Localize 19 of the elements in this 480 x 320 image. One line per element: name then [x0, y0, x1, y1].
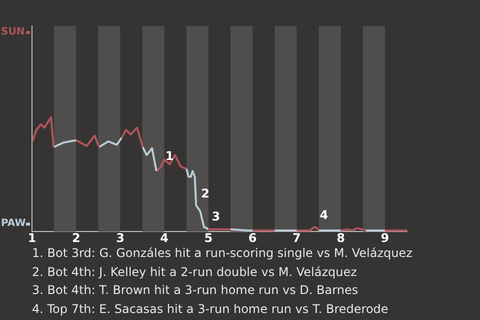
text: 4. Top 7th: E. Sacasas hit a 3-run home run vs T. Brederode — [32, 300, 390, 318]
x-tick-label: 1 — [28, 230, 36, 245]
legend-label: PAW — [1, 218, 26, 230]
annotation: 2 — [201, 186, 210, 200]
x-tick-label: 6 — [248, 230, 257, 245]
x-tick-label: 3 — [116, 230, 124, 245]
annotation: 1 — [165, 148, 174, 163]
x-tick-label: 2 — [72, 230, 80, 245]
x-tick-label: 5 — [204, 230, 213, 245]
annotation: 3 — [212, 209, 220, 224]
x-tick-label: 8 — [336, 230, 346, 245]
text: 3. Bot 4th: T. Brown hit a 3-run home run vs D. Barnes — [32, 282, 360, 299]
text: 1. Bot 3rd: G. Gonzáles hit a run-scoring single vs M. Velázquez — [32, 245, 412, 262]
x-tick-label: 4 — [160, 230, 169, 245]
x-tick-label: 9 — [380, 230, 390, 245]
text: 2. Bot 4th: J. Kelley hit a 2-run double vs M. Velázquez — [32, 264, 358, 280]
annotation: 4 — [320, 208, 328, 222]
x-tick-label: 7 — [292, 230, 301, 245]
legend-label: SUN — [1, 26, 25, 38]
